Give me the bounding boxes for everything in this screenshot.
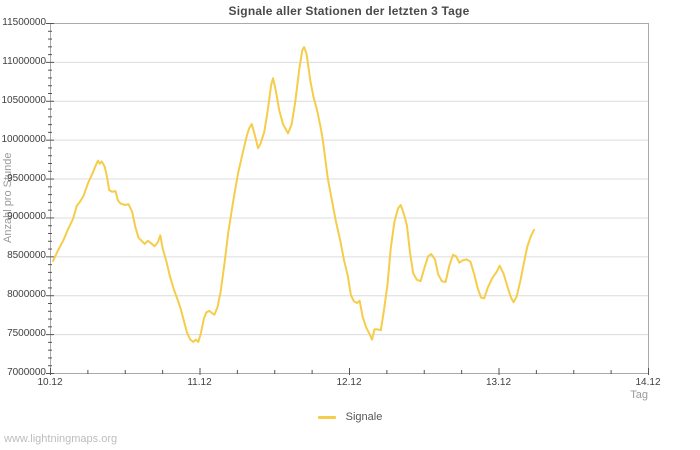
x-tick-label: 12.12 — [336, 377, 362, 388]
y-tick-label: 7500000 — [7, 328, 46, 340]
plot-border — [50, 23, 649, 374]
y-tick-label: 9000000 — [7, 211, 46, 223]
legend-series-label: Signale — [345, 411, 383, 423]
series-line-signale — [52, 46, 535, 343]
x-axis-title: Tag — [630, 389, 648, 401]
y-tick-label: 11500000 — [2, 17, 46, 28]
y-tick-label: 10000000 — [1, 133, 47, 145]
y-tick-label: 11000000 — [2, 55, 46, 67]
legend-line-swatch — [317, 415, 336, 419]
legend: Signale — [0, 409, 700, 425]
y-tick-label: 7000000 — [7, 367, 46, 378]
y-tick-label: 10500000 — [1, 94, 47, 106]
chart-title: Signale aller Stationen der letzten 3 Ta… — [228, 4, 470, 18]
x-tick-label: 13.12 — [485, 377, 512, 388]
x-tick-label: 11.12 — [187, 377, 212, 388]
y-tick-label: 8500000 — [7, 250, 46, 262]
x-tick-label: 10.12 — [37, 377, 63, 388]
y-tick-label: 8000000 — [7, 289, 46, 301]
x-tick-label: 14.12 — [635, 377, 661, 388]
watermark: www.lightningmaps.org — [4, 433, 118, 445]
y-tick-label: 9500000 — [7, 172, 46, 184]
